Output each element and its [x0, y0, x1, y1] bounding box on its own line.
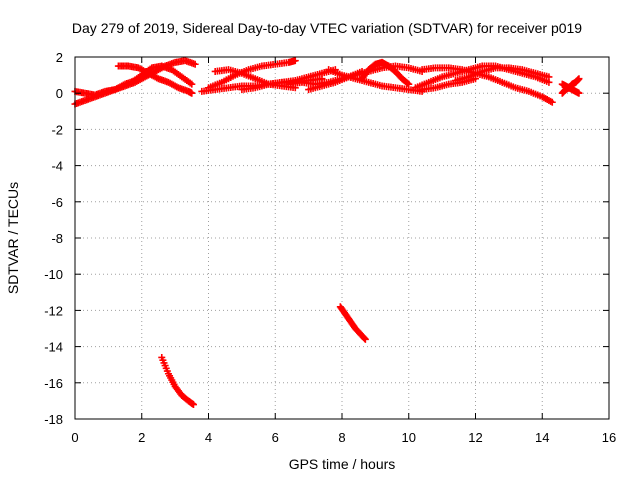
y-tick-label: -6 [51, 195, 63, 210]
data-point [548, 98, 556, 106]
data-point [291, 57, 299, 65]
y-tick-label: -12 [44, 303, 63, 318]
series-20 [558, 80, 583, 97]
data-point [358, 67, 366, 75]
y-tick-label: -2 [51, 122, 63, 137]
y-tick-label: -14 [44, 340, 63, 355]
chart-title: Day 279 of 2019, Sidereal Day-to-day VTE… [72, 20, 582, 36]
data-point [545, 73, 553, 81]
data-point [188, 80, 196, 88]
data-point [472, 75, 479, 83]
x-tick-label: 8 [338, 430, 345, 445]
series-12 [358, 58, 413, 88]
y-tick-label: 2 [56, 50, 63, 65]
y-tick-label: -10 [44, 267, 63, 282]
x-tick-label: 6 [272, 430, 279, 445]
x-tick-label: 2 [138, 430, 145, 445]
data-point [361, 335, 369, 343]
data-point [191, 60, 199, 68]
data-point [405, 80, 413, 88]
x-tick-label: 4 [205, 430, 212, 445]
series-3 [114, 62, 196, 97]
x-axis-label: GPS time / hours [289, 456, 396, 472]
y-tick-label: -8 [51, 231, 63, 246]
y-tick-label: -16 [44, 376, 63, 391]
data-point [189, 401, 197, 409]
y-tick-label: -18 [44, 412, 63, 427]
y-axis-label: SDTVAR / TECUs [5, 182, 21, 294]
x-tick-label: 0 [71, 430, 78, 445]
series-14 [336, 303, 369, 343]
y-tick-label: -4 [51, 159, 63, 174]
series-2 [71, 77, 139, 99]
x-tick-label: 12 [468, 430, 482, 445]
x-tick-label: 16 [602, 430, 616, 445]
data-point [188, 89, 196, 97]
series-4 [128, 62, 196, 88]
data-points [71, 57, 583, 409]
series-5 [158, 353, 197, 409]
y-tick-label: 0 [56, 86, 63, 101]
data-point [575, 75, 583, 83]
x-tick-label: 10 [402, 430, 416, 445]
series-18 [418, 75, 479, 94]
data-point [361, 334, 369, 342]
series-13 [305, 67, 366, 94]
x-tick-label: 14 [535, 430, 549, 445]
grid-lines [75, 57, 609, 419]
data-point [404, 79, 412, 87]
axis-ticks: 0 2 4 6 8 10 12 14 16 -18 -16 -14 -12 -10 -8 -6 -4 -2 0 2 [44, 50, 616, 445]
data-point [575, 89, 583, 97]
